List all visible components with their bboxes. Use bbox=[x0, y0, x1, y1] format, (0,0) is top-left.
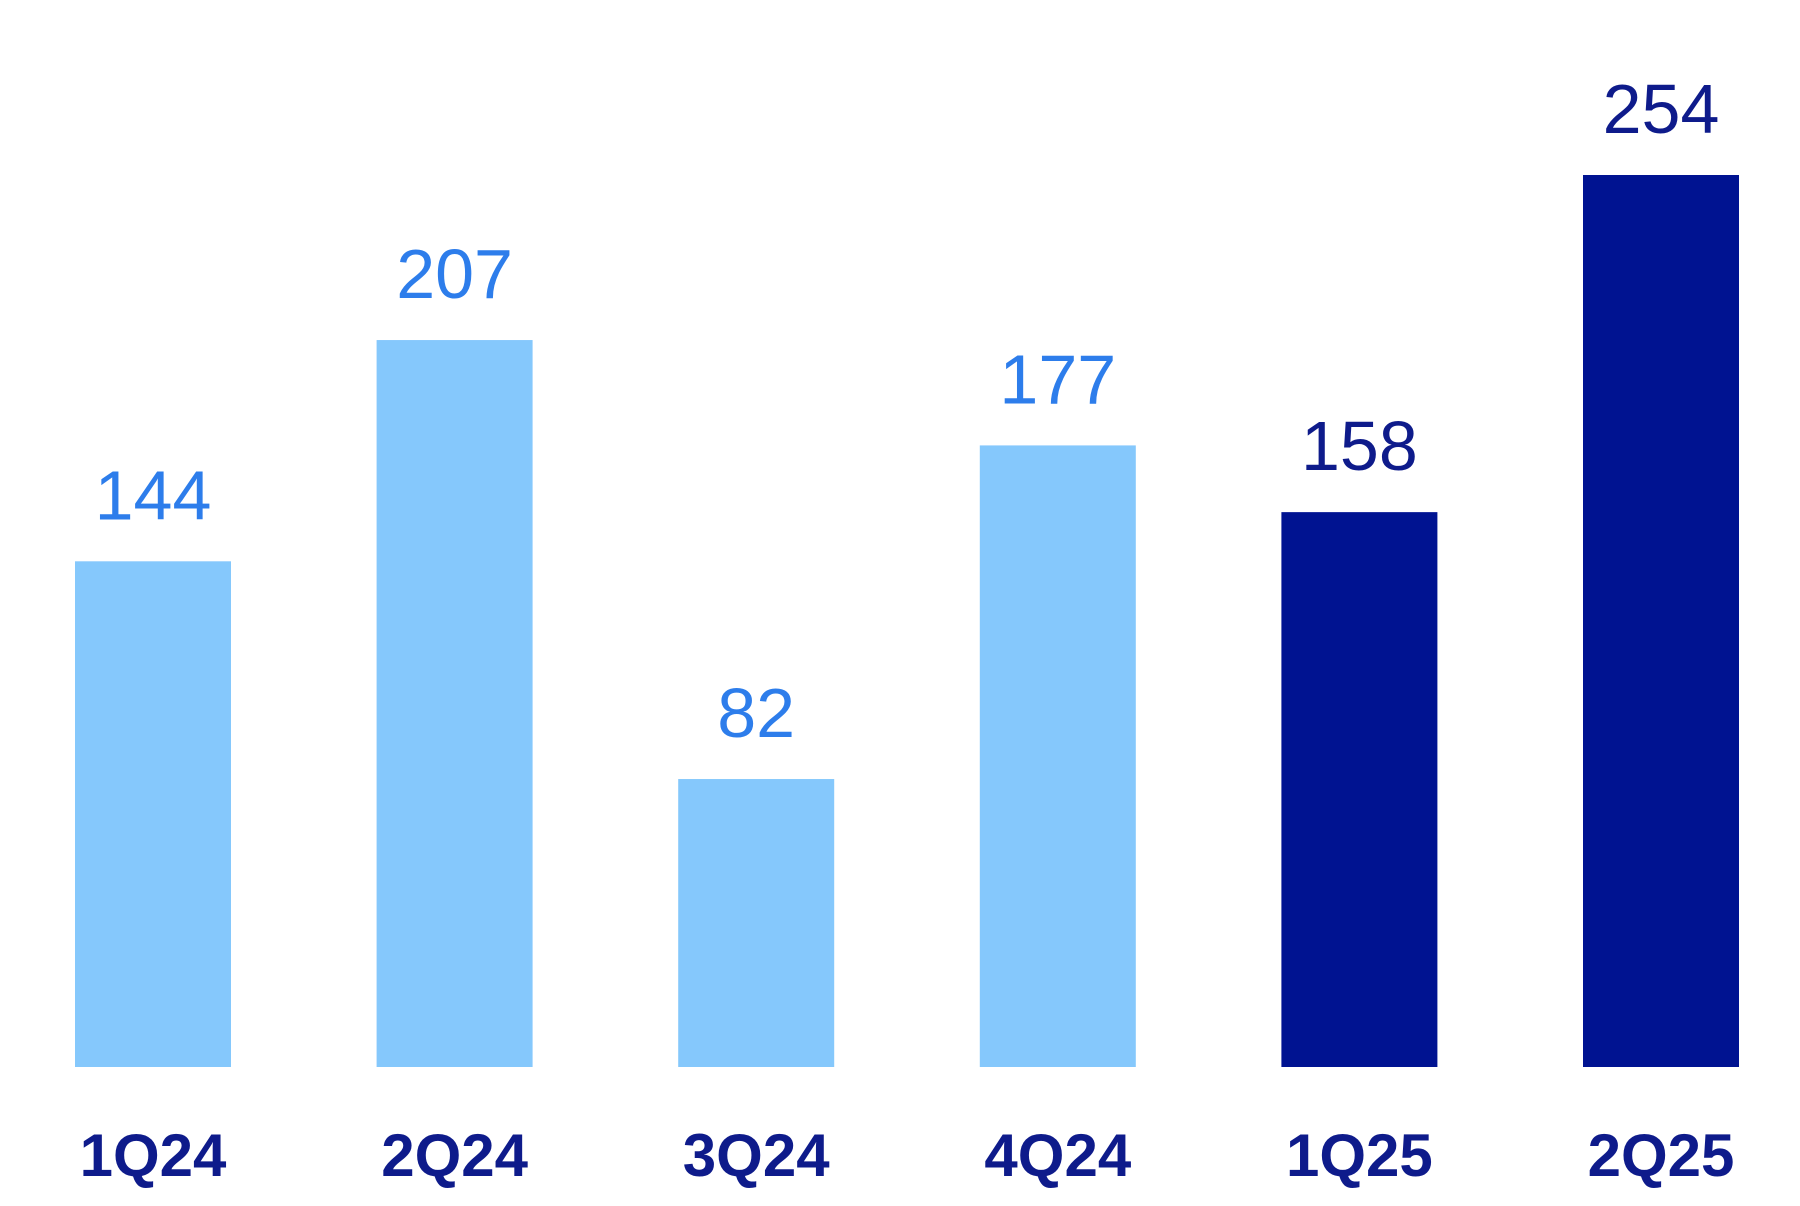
value-label-2q24: 207 bbox=[396, 235, 513, 313]
bar-1q25 bbox=[1281, 512, 1438, 1067]
bar-4q24 bbox=[979, 445, 1136, 1068]
value-label-2q25: 254 bbox=[1603, 70, 1720, 148]
category-label-1q25: 1Q25 bbox=[1286, 1122, 1433, 1189]
bar-1q24 bbox=[75, 561, 231, 1067]
value-label-1q25: 158 bbox=[1301, 407, 1418, 485]
value-label-4q24: 177 bbox=[999, 340, 1116, 418]
category-label-2q24: 2Q24 bbox=[381, 1122, 528, 1189]
value-labels-group: 144 207 82 177 158 254 bbox=[95, 70, 1720, 752]
bar-2q24 bbox=[376, 340, 533, 1067]
category-label-1q24: 1Q24 bbox=[80, 1122, 227, 1189]
category-label-2q25: 2Q25 bbox=[1588, 1122, 1735, 1189]
bar-2q25 bbox=[1583, 175, 1739, 1067]
category-label-4q24: 4Q24 bbox=[984, 1122, 1131, 1189]
value-label-3q24: 82 bbox=[717, 674, 795, 752]
category-labels-group: 1Q24 2Q24 3Q24 4Q24 1Q25 2Q25 bbox=[80, 1122, 1735, 1189]
bar-3q24 bbox=[678, 779, 835, 1067]
category-label-3q24: 3Q24 bbox=[683, 1122, 830, 1189]
value-label-1q24: 144 bbox=[95, 456, 212, 534]
bars-group bbox=[75, 175, 1739, 1068]
